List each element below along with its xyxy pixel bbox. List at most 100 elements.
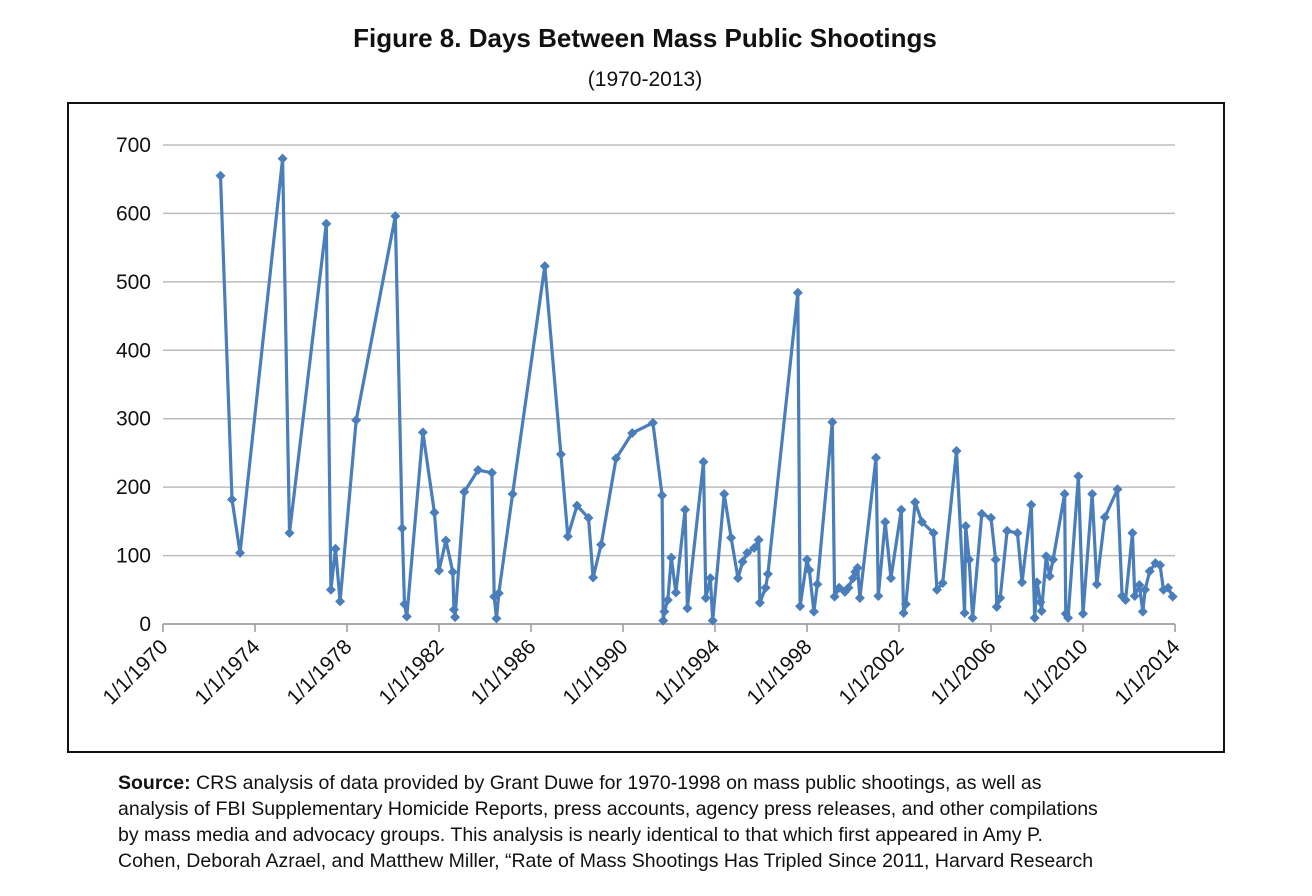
source-line: by mass media and advocacy groups. This … <box>118 824 1043 846</box>
data-point <box>742 547 753 558</box>
data-point <box>960 521 971 532</box>
data-point <box>976 508 987 519</box>
data-point <box>795 601 806 612</box>
data-point <box>429 507 440 518</box>
data-point <box>726 532 737 543</box>
data-point <box>1073 471 1084 482</box>
data-point <box>1035 597 1046 608</box>
data-point <box>335 596 346 607</box>
x-tick-label: 1/1/1986 <box>466 635 540 709</box>
data-point <box>760 582 771 593</box>
chart-subtitle: (1970-2013) <box>588 68 702 91</box>
data-point <box>937 577 948 588</box>
data-point <box>896 504 907 515</box>
data-point <box>562 531 573 542</box>
data-point <box>951 445 962 456</box>
data-point <box>539 261 550 272</box>
y-tick-label: 300 <box>116 408 151 431</box>
data-point <box>647 417 658 428</box>
y-tick-label: 700 <box>116 134 151 157</box>
data-point <box>910 497 921 508</box>
source-label: Source: <box>118 772 191 794</box>
data-point <box>1120 595 1131 606</box>
x-tick-label: 1/1/2014 <box>1110 635 1184 709</box>
data-point <box>812 579 823 590</box>
data-point <box>1059 488 1070 499</box>
y-tick-label: 400 <box>116 339 151 362</box>
data-point <box>473 465 484 476</box>
data-point <box>459 486 470 497</box>
data-point <box>659 606 670 617</box>
data-point <box>854 592 865 603</box>
data-point <box>284 527 295 538</box>
data-point <box>448 604 459 615</box>
data-point <box>1137 606 1148 617</box>
data-point <box>871 452 881 463</box>
data-point <box>330 543 341 554</box>
data-point <box>277 153 288 164</box>
data-point <box>808 606 819 617</box>
data-point <box>493 588 504 599</box>
data-point <box>1087 488 1098 499</box>
data-point <box>1048 554 1059 565</box>
data-point <box>434 565 444 576</box>
data-point <box>627 428 638 439</box>
data-point <box>1167 591 1178 602</box>
data-point <box>967 612 978 623</box>
data-point <box>450 612 461 623</box>
data-point <box>572 500 582 511</box>
data-point <box>662 595 673 606</box>
data-point <box>986 512 996 523</box>
data-point <box>843 582 854 593</box>
y-tick-label: 600 <box>116 202 151 225</box>
data-point <box>1063 612 1074 623</box>
y-tick-label: 500 <box>116 271 151 294</box>
x-tick-label: 1/1/1982 <box>374 635 448 709</box>
data-point <box>417 427 428 438</box>
data-point <box>596 539 607 550</box>
y-tick-label: 0 <box>139 613 151 636</box>
x-tick-label: 1/1/2002 <box>834 635 908 709</box>
data-point <box>447 566 458 577</box>
data-point <box>1029 612 1040 623</box>
data-point <box>749 543 760 554</box>
data-point <box>1127 527 1138 538</box>
data-point <box>873 590 884 601</box>
source-note: Source: CRS analysis of data provided by… <box>118 772 1042 794</box>
data-point <box>753 534 764 545</box>
x-tick-label: 1/1/1994 <box>650 635 724 709</box>
data-point <box>719 488 730 499</box>
data-point <box>235 547 246 558</box>
data-point <box>390 211 401 222</box>
data-point <box>440 535 451 546</box>
x-tick-label: 1/1/1978 <box>282 635 356 709</box>
data-point <box>1078 608 1088 619</box>
data-point <box>1134 579 1145 590</box>
x-tick-label: 1/1/2010 <box>1018 635 1092 709</box>
data-point <box>733 573 743 584</box>
data-point <box>852 562 863 573</box>
data-point <box>762 569 773 580</box>
data-point <box>931 584 942 595</box>
data-point <box>1091 579 1102 590</box>
data-point <box>555 449 566 460</box>
y-tick-label: 200 <box>116 476 151 499</box>
chart-title: Figure 8. Days Between Mass Public Shoot… <box>353 23 937 53</box>
data-point <box>351 415 362 426</box>
data-point <box>588 572 599 583</box>
data-line <box>218 157 1175 623</box>
x-tick-label: 1/1/1970 <box>98 635 172 709</box>
data-point <box>486 467 497 478</box>
data-point <box>491 613 502 624</box>
data-point <box>885 573 896 584</box>
x-tick-label: 1/1/2006 <box>926 635 1000 709</box>
data-point <box>898 608 909 619</box>
x-tick-label: 1/1/1974 <box>190 635 264 709</box>
data-point <box>827 417 838 428</box>
data-point <box>1129 590 1140 601</box>
data-point <box>959 608 970 619</box>
data-point <box>321 218 332 229</box>
y-tick-label: 100 <box>116 545 151 568</box>
